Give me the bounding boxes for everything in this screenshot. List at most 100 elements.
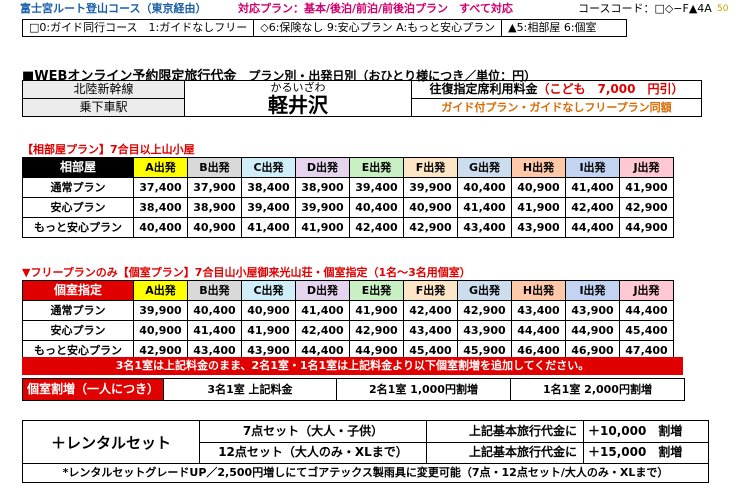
price-cell: 43,400	[511, 300, 566, 321]
price-cell: 40,400	[457, 177, 512, 198]
table-row: 通常プラン 37,400 37,900 38,400 38,900 39,400…	[22, 177, 674, 198]
price-cell: 41,400	[241, 217, 296, 238]
price-cell: 42,900	[457, 300, 512, 321]
private-room-table: 個室指定 A出発 B出発 C出発 D出発 E出発 F出発 G出発 H出発 I出発…	[22, 280, 674, 361]
header-bar: 富士宮ルート登山コース（東京経由） 対応プラン：基本/後泊/前泊/前後泊プラン …	[10, 2, 716, 16]
price-cell: 39,900	[133, 300, 188, 321]
price-cell: 42,400	[295, 320, 350, 341]
rental-table: ＋レンタルセット 7点セット（大人・子供） 上記基本旅行代金に ＋10,000 …	[22, 420, 709, 483]
price-cell: 44,400	[511, 320, 566, 341]
departure-c: C出発	[241, 280, 296, 301]
price-cell: 41,900	[295, 217, 350, 238]
departure-e: E出発	[349, 157, 404, 178]
price-cell: 45,400	[619, 320, 674, 341]
price-cell: 38,400	[241, 177, 296, 198]
section-subtitle: プラン別・出発日別（おひとり様につき／単位：円）	[236, 69, 537, 83]
price-cell: 39,400	[241, 197, 296, 218]
legend-room: ▲5:相部屋 6:個室	[501, 19, 628, 37]
row-label: もっと安心プラン	[22, 217, 134, 238]
departure-g: G出発	[457, 157, 512, 178]
price-cell: 44,900	[619, 217, 674, 238]
row-label: 安心プラン	[22, 197, 134, 218]
private-room-title: ▼フリープランのみ【個室プラン】7合目山小屋御来光山荘・個室指定（1名〜3名用個…	[22, 266, 471, 279]
shared-room-table: 相部屋 A出発 B出発 C出発 D出発 E出発 F出発 G出発 H出発 I出発 …	[22, 157, 674, 238]
price-cell: 41,900	[511, 197, 566, 218]
surcharge-item: 2名1室 1,000円割増	[336, 378, 511, 401]
fare-label: 往復指定席利用料金	[429, 82, 538, 96]
departure-f: F出発	[403, 157, 458, 178]
departure-j: J出発	[619, 157, 674, 178]
price-cell: 38,400	[133, 197, 188, 218]
station-name: 軽井沢	[268, 93, 328, 117]
rental-set: 12点セット（大人のみ・XLまで）	[199, 441, 427, 464]
surcharge-item: 3名1室 上記料金	[163, 378, 337, 401]
row-label: 通常プラン	[22, 177, 134, 198]
surcharge-item: 1名1室 2,000円割増	[510, 378, 685, 401]
price-cell: 47,400	[619, 340, 674, 361]
price-cell: 39,400	[349, 177, 404, 198]
departure-a: A出発	[133, 280, 188, 301]
table-row: 通常プラン 39,900 40,400 40,900 41,400 41,900…	[22, 300, 674, 321]
fare-note: ガイド付プラン・ガイドなしフリープラン同額	[411, 98, 702, 117]
departure-a: A出発	[133, 157, 188, 178]
price-cell: 43,900	[457, 320, 512, 341]
price-cell: 40,900	[241, 300, 296, 321]
rental-price: ＋10,000 割増	[583, 420, 709, 443]
price-cell: 39,900	[295, 197, 350, 218]
price-cell: 37,400	[133, 177, 188, 198]
rental-set: 7点セット（大人・子供）	[199, 420, 427, 443]
price-cell: 42,900	[349, 320, 404, 341]
rental-price: ＋15,000 割増	[583, 441, 709, 464]
departure-b: B出発	[187, 157, 242, 178]
price-cell: 40,900	[187, 217, 242, 238]
departure-j: J出発	[619, 280, 674, 301]
board-label: 乗下車駅	[22, 98, 185, 117]
legend-insurance: ◇6:保険なし 9:安心プラン A:もっと安心プラン	[253, 19, 503, 37]
price-cell: 43,900	[511, 217, 566, 238]
price-cell: 42,400	[565, 197, 620, 218]
fare-label-cell: 往復指定席利用料金（こども 7,000 円引）	[411, 80, 702, 99]
price-cell: 42,400	[403, 300, 458, 321]
price-cell: 40,900	[133, 320, 188, 341]
page-number: 50	[717, 4, 729, 14]
legend-guide: □0:ガイド同行コース 1:ガイドなしフリー	[21, 19, 255, 37]
price-cell: 44,400	[619, 300, 674, 321]
price-cell: 41,400	[295, 300, 350, 321]
price-cell: 40,900	[403, 197, 458, 218]
station-reading: かるいざわ	[270, 81, 326, 94]
price-cell: 40,400	[187, 300, 242, 321]
price-cell: 41,900	[619, 177, 674, 198]
rental-label: ＋レンタルセット	[22, 420, 200, 464]
table-row: もっと安心プラン 42,900 43,400 43,900 44,400 44,…	[22, 340, 674, 361]
private-room-note: 3名1室は上記料金のまま、2名1室・1名1室は上記料金より以下個室割増を追加して…	[22, 357, 683, 375]
price-cell: 44,900	[565, 320, 620, 341]
price-cell: 43,900	[565, 300, 620, 321]
price-cell: 41,900	[349, 300, 404, 321]
train-line: 北陸新幹線	[22, 80, 185, 99]
price-cell: 45,900	[457, 340, 512, 361]
departure-d: D出発	[295, 280, 350, 301]
price-cell: 38,900	[187, 197, 242, 218]
rental-desc: 上記基本旅行代金に	[426, 420, 584, 443]
price-cell: 40,400	[349, 197, 404, 218]
departure-i: I出発	[565, 157, 620, 178]
departure-g: G出発	[457, 280, 512, 301]
table-row: もっと安心プラン 40,400 40,900 41,400 41,900 42,…	[22, 217, 674, 238]
departure-b: B出発	[187, 280, 242, 301]
table-row: 安心プラン 38,400 38,900 39,400 39,900 40,400…	[22, 197, 674, 218]
shared-room-title: 【相部屋プラン】7合目以上山小屋	[22, 143, 195, 156]
station-table: 北陸新幹線 かるいざわ 軽井沢 往復指定席利用料金（こども 7,000 円引） …	[22, 80, 702, 117]
price-cell: 40,900	[511, 177, 566, 198]
rental-desc: 上記基本旅行代金に	[426, 441, 584, 464]
departure-d: D出発	[295, 157, 350, 178]
surcharge-label: 個室割増（一人につき）	[22, 378, 164, 401]
row-label: もっと安心プラン	[22, 340, 134, 361]
table-row: 安心プラン 40,900 41,400 41,900 42,400 42,900…	[22, 320, 674, 341]
price-cell: 41,400	[187, 320, 242, 341]
price-cell: 46,400	[511, 340, 566, 361]
price-cell: 42,900	[619, 197, 674, 218]
rental-note: *レンタルセットグレードUP／2,500円増しにてゴアテックス製雨具に変更可能（…	[22, 463, 709, 483]
price-cell: 43,400	[403, 320, 458, 341]
price-cell: 41,400	[565, 177, 620, 198]
departure-e: E出発	[349, 280, 404, 301]
